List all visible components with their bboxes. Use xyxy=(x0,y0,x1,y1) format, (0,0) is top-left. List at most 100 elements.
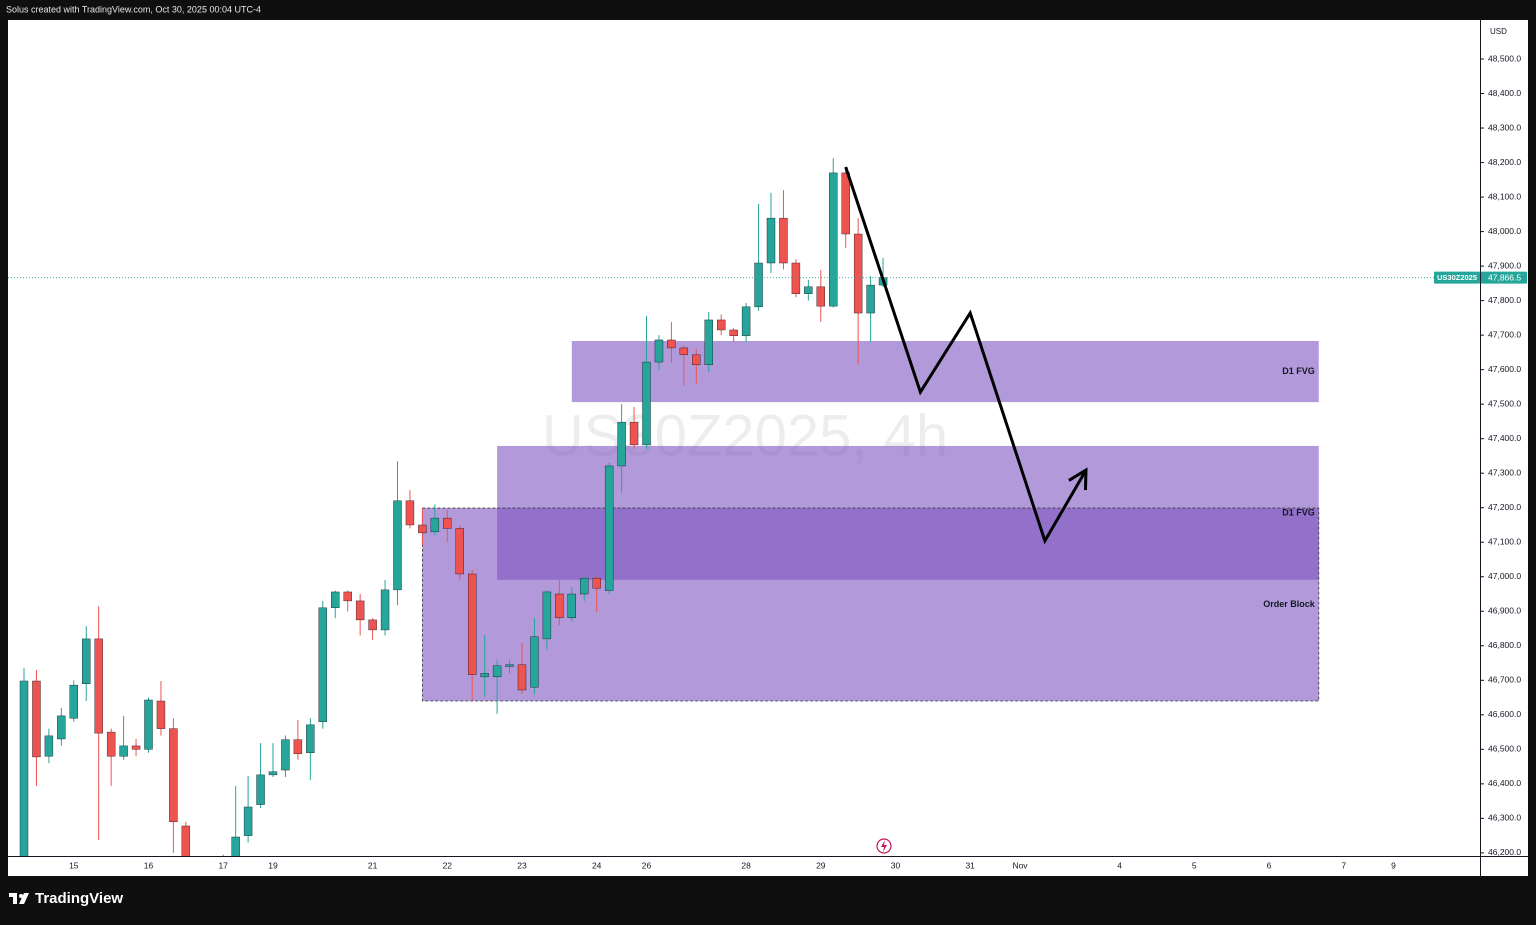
candle-body xyxy=(443,517,452,529)
candle-body xyxy=(617,421,626,467)
y-tick-label: 47,100.0 xyxy=(1488,536,1521,546)
candle-body xyxy=(642,361,651,446)
y-tick-label: 47,500.0 xyxy=(1488,398,1521,408)
zone-label: Order Block xyxy=(1263,599,1316,609)
candle-body xyxy=(804,286,813,294)
candle-body xyxy=(119,745,128,757)
candle-body xyxy=(555,593,564,619)
candle-body xyxy=(169,728,178,823)
x-tick-label: 19 xyxy=(268,860,278,870)
candle-body xyxy=(293,739,303,755)
price-tag xyxy=(1481,271,1527,284)
candle-body xyxy=(654,339,664,363)
x-tick-label: 23 xyxy=(517,860,527,870)
candle-body xyxy=(580,577,589,595)
candle-body xyxy=(82,638,91,684)
y-tick-label: 47,300.0 xyxy=(1488,467,1521,477)
candle-body xyxy=(455,528,464,575)
candle-body xyxy=(94,638,103,734)
candle-body xyxy=(343,591,352,602)
candle-body xyxy=(679,347,689,356)
y-tick-label: 46,400.0 xyxy=(1488,778,1521,788)
candle-body xyxy=(256,774,265,805)
candle-body xyxy=(355,600,365,621)
candle-body xyxy=(243,806,253,836)
y-tick-label: 47,700.0 xyxy=(1488,329,1521,339)
y-tick-label: 46,500.0 xyxy=(1488,744,1521,754)
y-tick-label: 47,600.0 xyxy=(1488,364,1521,374)
symbol-tag xyxy=(1434,271,1480,284)
x-tick-label: 4 xyxy=(1117,860,1122,870)
x-tick-label: 24 xyxy=(592,860,602,870)
candle-body xyxy=(144,699,153,750)
candle-body xyxy=(468,573,477,675)
brand-name: TradingView xyxy=(35,890,123,907)
x-tick-label: 31 xyxy=(965,860,975,870)
candle-body xyxy=(181,825,191,856)
candle-body xyxy=(754,262,763,308)
header-text: Solus created with TradingView.com, Oct … xyxy=(6,4,261,14)
candle-body xyxy=(717,319,726,331)
projection-arrowhead xyxy=(1068,467,1088,491)
candle-body xyxy=(729,329,738,337)
y-tick-label: 48,200.0 xyxy=(1488,157,1521,167)
symbol-tag-label: US30Z2025 xyxy=(1437,273,1477,282)
x-tick-label: Nov xyxy=(1012,860,1028,870)
candle-body xyxy=(592,577,601,589)
candle-body xyxy=(517,664,527,691)
x-tick-label: 26 xyxy=(642,860,652,870)
y-tick-label: 47,400.0 xyxy=(1488,433,1521,443)
x-tick-label: 15 xyxy=(69,860,79,870)
candle-body xyxy=(318,607,327,722)
candle-body xyxy=(480,673,489,678)
candle-body xyxy=(741,306,751,337)
x-tick-label: 29 xyxy=(816,860,826,870)
zone-label: D1 FVG xyxy=(1282,507,1315,517)
candle-body xyxy=(19,680,29,856)
candle-body xyxy=(331,591,340,609)
y-tick-label: 48,300.0 xyxy=(1488,122,1521,132)
candle-body xyxy=(604,465,614,591)
candle-body xyxy=(629,421,639,446)
candle-body xyxy=(380,589,390,631)
x-tick-label: 22 xyxy=(443,860,453,870)
candle-body xyxy=(268,771,278,776)
y-tick-label: 47,900.0 xyxy=(1488,260,1521,270)
candle-body xyxy=(866,284,875,314)
logo-dot xyxy=(19,894,23,898)
candle-body xyxy=(492,665,502,678)
y-tick-label: 48,400.0 xyxy=(1488,88,1521,98)
y-tick-label: 46,200.0 xyxy=(1488,847,1521,857)
y-tick-label: 46,600.0 xyxy=(1488,709,1521,719)
candle-body xyxy=(131,745,141,750)
candle-body xyxy=(791,262,801,294)
candle-body xyxy=(405,500,415,526)
candle-body xyxy=(779,217,788,264)
candle-body xyxy=(542,591,552,640)
x-tick-label: 9 xyxy=(1391,860,1396,870)
candle-body xyxy=(69,684,79,719)
x-tick-label: 6 xyxy=(1267,860,1272,870)
y-tick-label: 46,700.0 xyxy=(1488,675,1521,685)
candle-body xyxy=(841,172,850,235)
candle-body xyxy=(32,680,41,758)
candle-body xyxy=(692,354,701,366)
candle-body xyxy=(106,731,116,757)
x-tick-label: 17 xyxy=(218,860,228,870)
events-icon xyxy=(876,838,892,854)
candle-body xyxy=(418,524,427,534)
candle-body xyxy=(829,172,838,307)
candle-body xyxy=(231,836,240,856)
candle-body xyxy=(393,500,402,591)
y-tick-label: 47,200.0 xyxy=(1488,502,1521,512)
brand-logo: TradingView xyxy=(9,890,123,907)
x-tick-label: 5 xyxy=(1192,860,1197,870)
candle-body xyxy=(57,715,66,740)
projection-path xyxy=(844,166,1088,545)
candle-body xyxy=(368,619,377,631)
logo-slash xyxy=(19,893,29,904)
candle-body xyxy=(667,339,676,349)
x-tick-label: 30 xyxy=(891,860,901,870)
